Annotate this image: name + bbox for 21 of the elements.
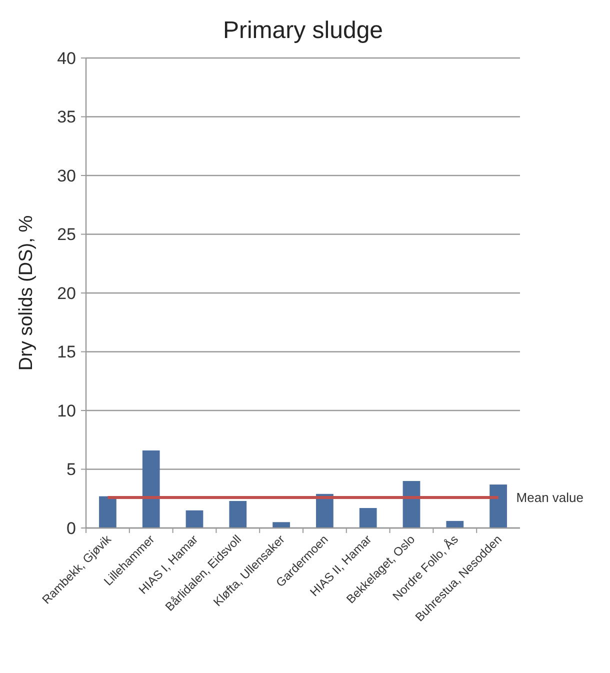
y-tick-label: 15 [57,342,76,362]
bar [229,500,247,528]
bar [402,481,420,528]
y-tick-label: 0 [66,518,76,538]
ref-line-label: Mean value [516,490,584,505]
bar [99,496,116,528]
bar [490,484,507,528]
y-tick-label: 35 [57,108,76,127]
bar [359,508,377,528]
bar [142,450,160,528]
chart-title: Primary sludge [222,17,384,44]
y-tick-label: 40 [57,48,76,68]
y-tick-label: 20 [57,284,76,303]
y-tick-label: 5 [66,460,76,480]
y-axis-title: Dry solids (DS), % [16,215,37,371]
y-tick-label: 30 [57,166,76,186]
bar [186,510,204,528]
bar [446,520,464,528]
y-tick-label: 10 [57,401,76,420]
y-tick-label: 25 [57,225,76,244]
bar [272,522,290,528]
